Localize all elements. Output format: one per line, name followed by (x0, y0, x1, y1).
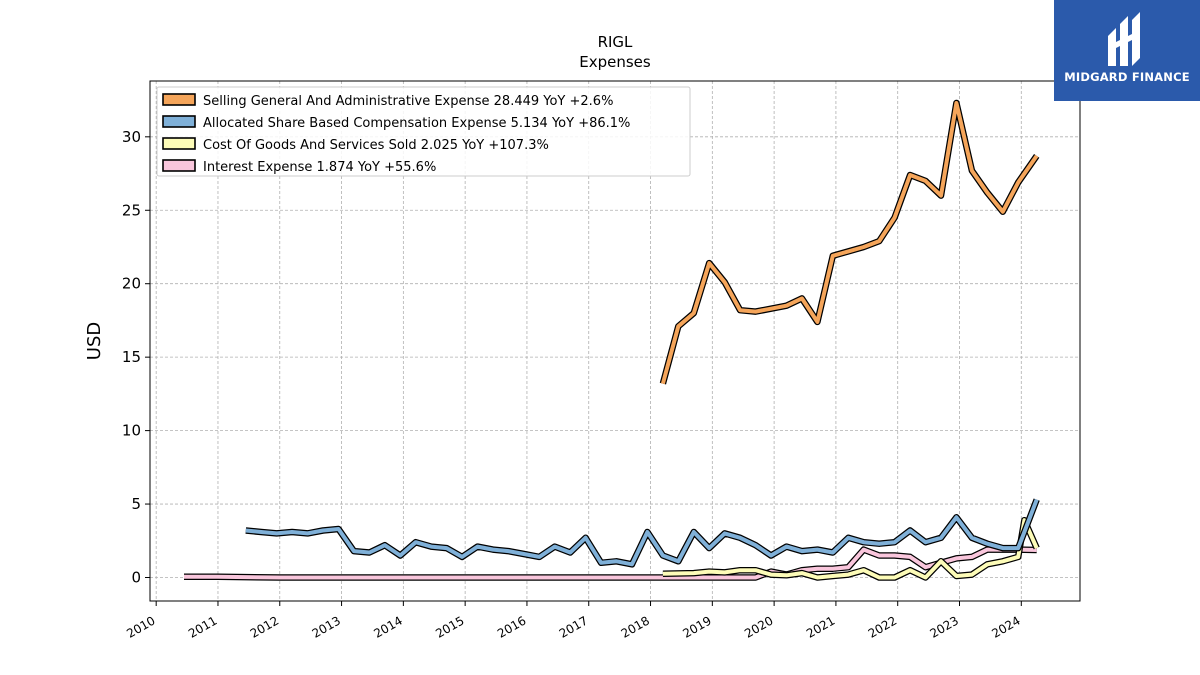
y-tick-label: 20 (122, 275, 141, 293)
legend-box (156, 86, 691, 177)
legend-swatch (162, 137, 196, 150)
logo-text: MIDGARD FINANCE (1064, 70, 1190, 84)
series-stroke (245, 498, 1039, 567)
chart-subtitle: Expenses (579, 53, 651, 71)
legend: Selling General And Administrative Expen… (156, 86, 691, 177)
y-tick-label: 30 (122, 128, 141, 146)
y-tick-label: 15 (122, 348, 141, 366)
y-tick-label: 5 (131, 495, 141, 513)
series-stroke (184, 547, 1037, 580)
y-tick-label: 25 (122, 201, 141, 219)
legend-swatch (162, 115, 196, 128)
series-line-3 (184, 546, 1037, 581)
series-layer (184, 99, 1040, 581)
legend-entry: Interest Expense 1.874 YoY +55.6% (203, 160, 436, 175)
y-axis-label: USD (84, 322, 105, 360)
legend-entry: Selling General And Administrative Expen… (203, 94, 613, 109)
plot-frame (149, 80, 1081, 602)
midgard-finance-logo: MIDGARD FINANCE (1054, 0, 1200, 101)
legend-swatch (162, 159, 196, 172)
series-line-1 (245, 498, 1040, 568)
midgard-finance-logo-icon (1108, 12, 1140, 66)
legend-swatch (162, 93, 196, 106)
series-line-2 (662, 516, 1040, 581)
legend-entry: Allocated Share Based Compensation Expen… (203, 116, 630, 131)
series-stroke (662, 518, 1039, 580)
y-tick-label: 10 (122, 422, 141, 440)
legend-entry: Cost Of Goods And Services Sold 2.025 Yo… (203, 138, 549, 153)
chart-title: RIGL (598, 33, 633, 51)
series-stroke (660, 101, 1039, 385)
series-line-0 (659, 99, 1040, 385)
y-tick-label: 0 (131, 568, 141, 586)
